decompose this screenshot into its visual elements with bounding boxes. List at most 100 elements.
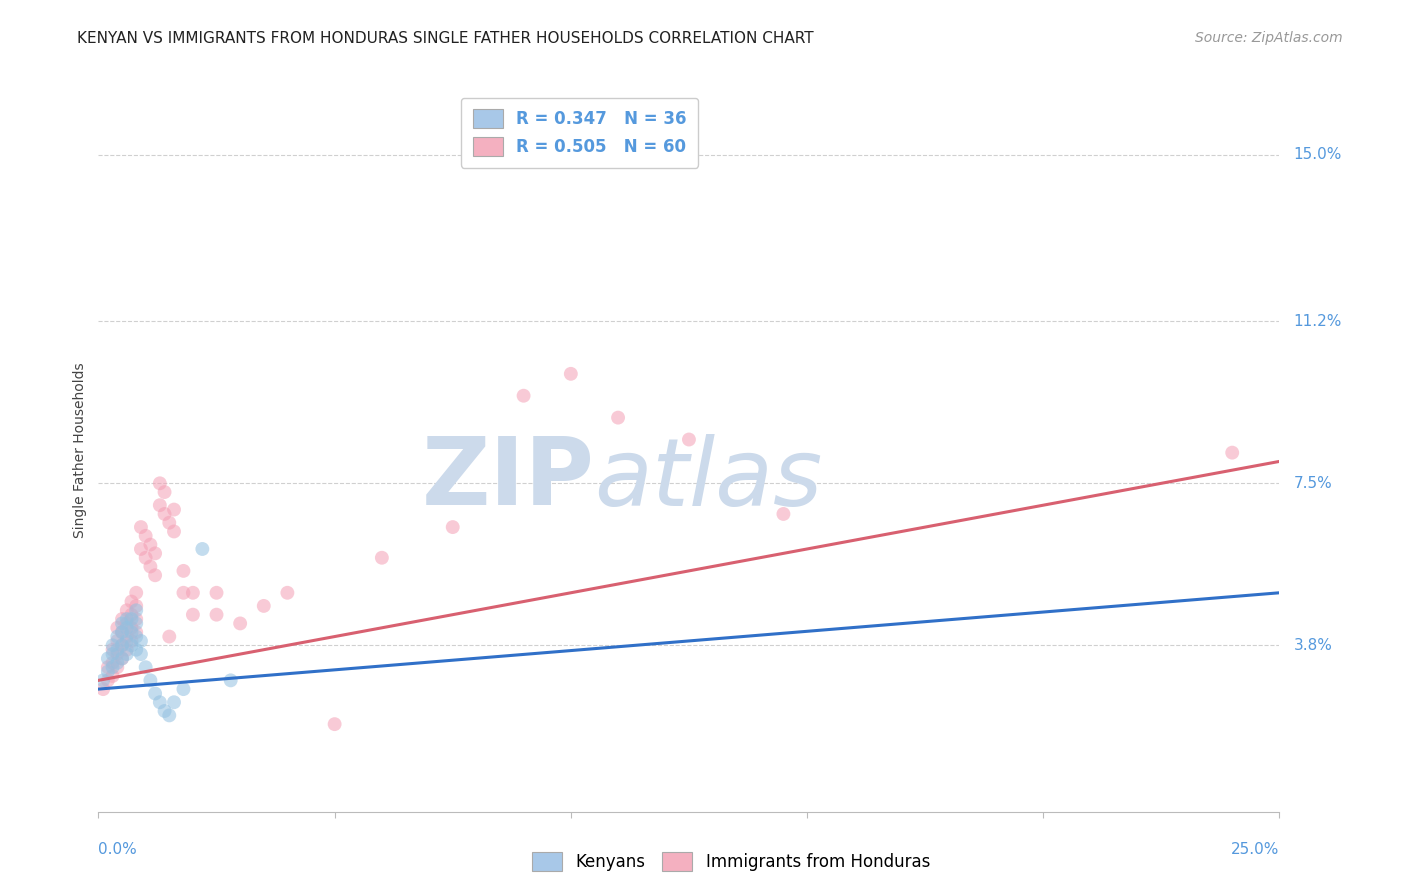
Point <box>121 612 143 626</box>
Point <box>121 634 143 648</box>
Point <box>111 651 134 665</box>
Point <box>121 594 143 608</box>
Point <box>125 612 148 626</box>
Point <box>115 621 138 635</box>
Text: 11.2%: 11.2% <box>1294 314 1341 329</box>
Point <box>172 564 194 578</box>
Text: Source: ZipAtlas.com: Source: ZipAtlas.com <box>1195 31 1343 45</box>
Point <box>149 695 172 709</box>
Point <box>101 669 124 683</box>
Point <box>253 599 276 613</box>
Point <box>163 502 186 516</box>
Point <box>323 717 346 731</box>
Point <box>121 625 143 640</box>
Point <box>125 599 148 613</box>
Text: atlas: atlas <box>595 434 823 524</box>
Text: 15.0%: 15.0% <box>1294 147 1341 162</box>
Point <box>125 625 148 640</box>
Point <box>121 638 143 652</box>
Point <box>371 550 394 565</box>
Point <box>139 538 162 552</box>
Point <box>163 524 186 539</box>
Point <box>105 647 128 661</box>
Point <box>101 638 124 652</box>
Point <box>101 647 124 661</box>
Point <box>97 660 120 674</box>
Point <box>111 625 134 640</box>
Point <box>772 507 794 521</box>
Point <box>149 476 172 491</box>
Point <box>172 682 194 697</box>
Point <box>105 630 128 644</box>
Point <box>115 630 138 644</box>
Point <box>91 673 114 688</box>
Point <box>125 642 148 657</box>
Point <box>97 673 120 688</box>
Text: KENYAN VS IMMIGRANTS FROM HONDURAS SINGLE FATHER HOUSEHOLDS CORRELATION CHART: KENYAN VS IMMIGRANTS FROM HONDURAS SINGL… <box>77 31 814 46</box>
Point <box>219 673 242 688</box>
Text: 7.5%: 7.5% <box>1294 475 1331 491</box>
Point <box>101 642 124 657</box>
Point <box>205 607 228 622</box>
Point <box>229 616 252 631</box>
Point <box>153 704 176 718</box>
Point <box>105 642 128 657</box>
Point <box>105 656 128 670</box>
Point <box>111 616 134 631</box>
Point <box>139 559 162 574</box>
Point <box>135 660 157 674</box>
Legend: R = 0.347   N = 36, R = 0.505   N = 60: R = 0.347 N = 36, R = 0.505 N = 60 <box>461 97 699 168</box>
Point <box>101 660 124 674</box>
Point <box>143 686 166 700</box>
Point <box>129 541 152 556</box>
Point <box>205 586 228 600</box>
Point <box>129 520 152 534</box>
Point <box>115 634 138 648</box>
Point <box>157 630 180 644</box>
Point <box>125 616 148 631</box>
Point <box>135 550 157 565</box>
Point <box>129 647 152 661</box>
Point <box>181 607 204 622</box>
Point <box>111 651 134 665</box>
Text: 3.8%: 3.8% <box>1294 638 1333 653</box>
Point <box>111 612 134 626</box>
Point <box>115 642 138 657</box>
Point <box>512 389 534 403</box>
Point <box>91 682 114 697</box>
Point <box>139 673 162 688</box>
Point <box>105 634 128 648</box>
Point <box>111 625 134 640</box>
Text: 0.0%: 0.0% <box>98 842 138 857</box>
Text: 25.0%: 25.0% <box>1232 842 1279 857</box>
Point <box>153 485 176 500</box>
Point <box>115 616 138 631</box>
Point <box>125 603 148 617</box>
Legend: Kenyans, Immigrants from Honduras: Kenyans, Immigrants from Honduras <box>524 843 938 880</box>
Point <box>143 546 166 560</box>
Point <box>276 586 298 600</box>
Point <box>163 695 186 709</box>
Point <box>143 568 166 582</box>
Point <box>191 541 214 556</box>
Point <box>115 612 138 626</box>
Point <box>115 647 138 661</box>
Point <box>121 607 143 622</box>
Point <box>181 586 204 600</box>
Point <box>157 708 180 723</box>
Point <box>157 516 180 530</box>
Point <box>105 621 128 635</box>
Point <box>111 638 134 652</box>
Point <box>560 367 582 381</box>
Point <box>97 651 120 665</box>
Point <box>115 603 138 617</box>
Point <box>125 630 148 644</box>
Point <box>607 410 630 425</box>
Point <box>678 433 700 447</box>
Point <box>101 656 124 670</box>
Point <box>97 665 120 679</box>
Point <box>1220 445 1243 459</box>
Point <box>129 634 152 648</box>
Point <box>153 507 176 521</box>
Point <box>441 520 464 534</box>
